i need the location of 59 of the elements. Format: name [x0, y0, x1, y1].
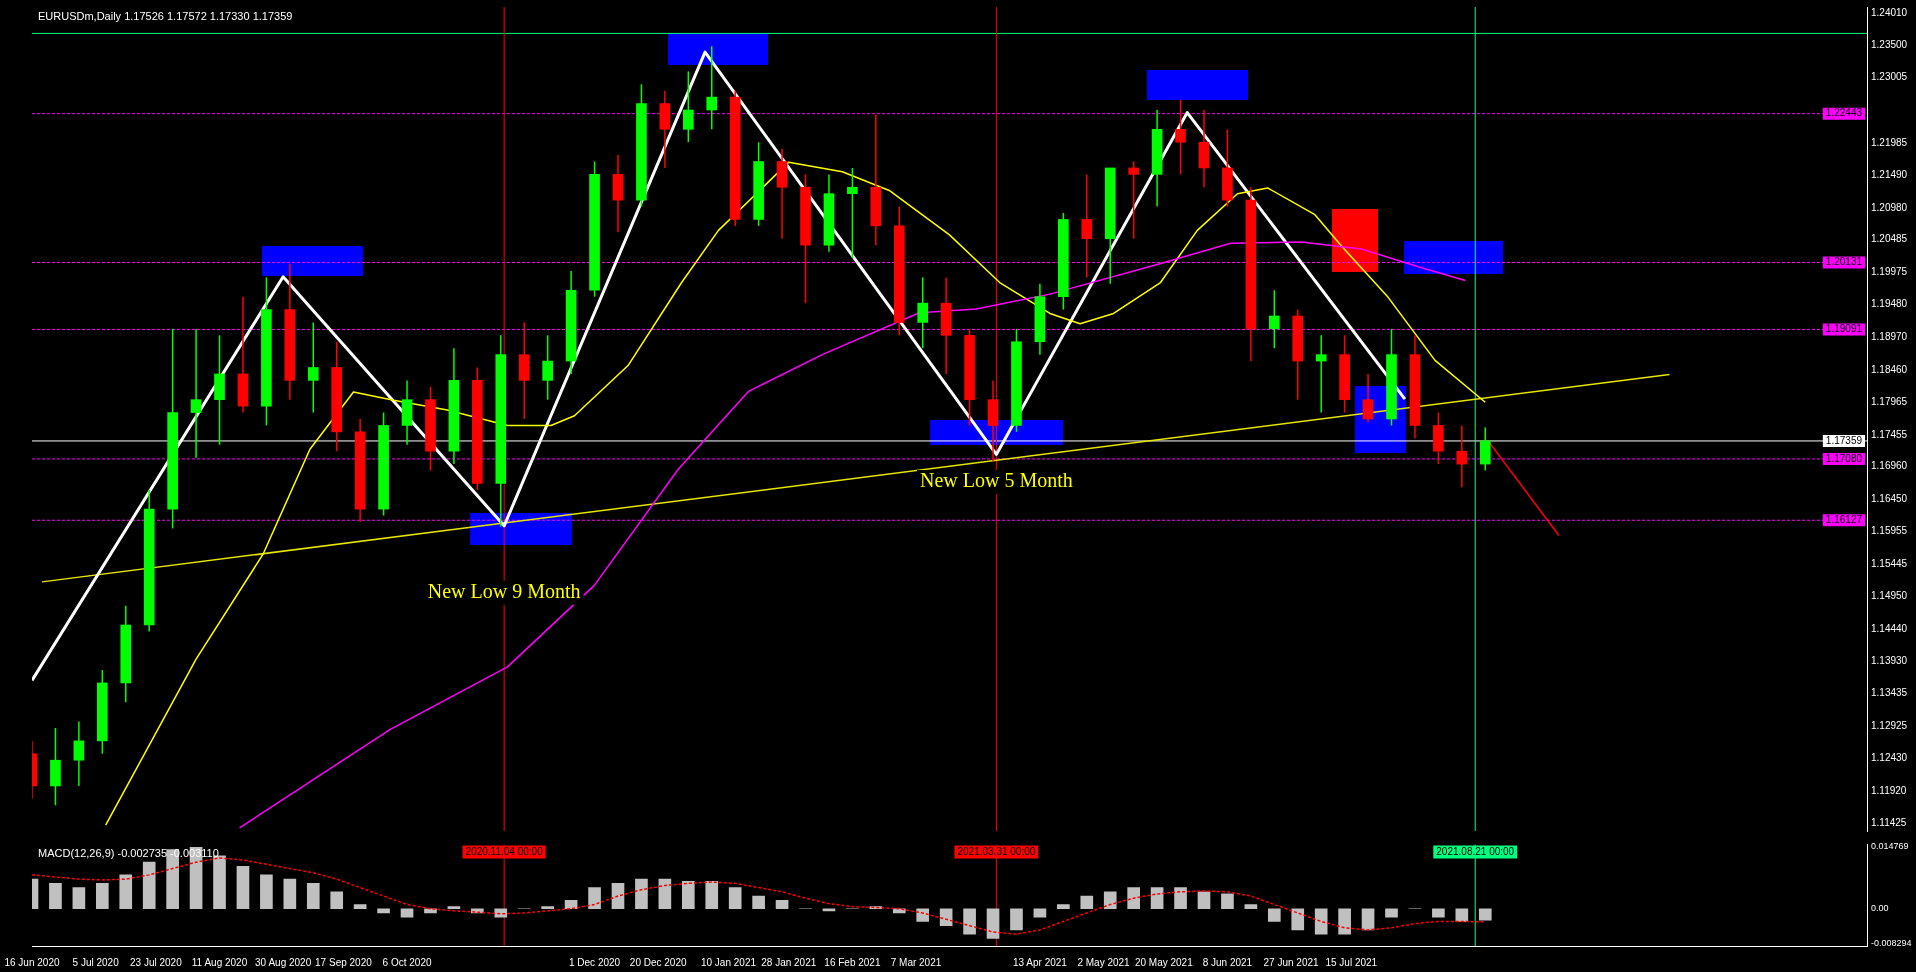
x-tick-label: 1 Dec 2020 — [568, 956, 621, 968]
x-tick-label: 16 Jun 2020 — [4, 956, 60, 968]
x-tick-label: 5 Jul 2020 — [72, 956, 120, 968]
y-tick-label: -0.008294 — [1871, 938, 1912, 949]
y-tick-label: 1.15955 — [1871, 525, 1908, 537]
x-tick-label: 11 Aug 2020 — [191, 956, 248, 968]
y-tick-label: 1.20980 — [1871, 201, 1908, 213]
x-tick-label: 16 Feb 2021 — [824, 956, 881, 968]
y-tick-label: 1.19480 — [1871, 298, 1908, 310]
x-tick-label: 8 Jun 2021 — [1202, 956, 1253, 968]
y-tick-label: 0.00 — [1871, 903, 1889, 914]
y-tick-label: 1.23500 — [1871, 39, 1908, 51]
y-tick-label: 1.18970 — [1871, 330, 1908, 342]
x-tick-label: 27 Jun 2021 — [1263, 956, 1320, 968]
x-tick-label: 20 Dec 2020 — [629, 956, 687, 968]
ref-line-label: 1.17359 — [1825, 434, 1863, 446]
x-tick-label: 2 May 2021 — [1077, 956, 1131, 968]
annotation: New Low 9 Month — [427, 580, 581, 603]
y-tick-label: 1.17965 — [1871, 395, 1908, 407]
y-tick-label: 1.16960 — [1871, 460, 1908, 472]
y-tick-label: 1.21490 — [1871, 168, 1908, 180]
x-tick-label: 7 Mar 2021 — [890, 956, 942, 968]
x-tick-label: 28 Jan 2021 — [761, 956, 817, 968]
ref-line-label: 1.16127 — [1825, 514, 1863, 526]
ref-line-label: 2020.11.04 00:00 — [465, 846, 544, 858]
x-tick-label: 20 May 2021 — [1134, 956, 1194, 968]
ref-line-label: 2021.03.31 00:00 — [957, 846, 1036, 858]
x-tick-label: 30 Aug 2020 — [255, 956, 312, 968]
y-tick-label: 1.14440 — [1871, 622, 1908, 634]
x-tick-label: 6 Oct 2020 — [382, 956, 432, 968]
x-tick-label: 13 Apr 2021 — [1012, 956, 1068, 968]
ref-line-label: 1.20131 — [1825, 256, 1863, 268]
y-tick-label: 1.11920 — [1871, 784, 1907, 796]
x-tick-label: 15 Jul 2021 — [1325, 956, 1378, 968]
ref-line-label: 1.17080 — [1825, 452, 1863, 464]
y-tick-label: 1.21985 — [1871, 136, 1908, 148]
y-tick-label: 1.17455 — [1871, 428, 1908, 440]
ref-line-label: 1.19091 — [1825, 323, 1863, 335]
y-tick-label: 0.014769 — [1871, 840, 1909, 851]
y-tick-label: 1.19975 — [1871, 266, 1908, 278]
y-tick-label: 1.11425 — [1871, 816, 1907, 828]
y-tick-label: 1.13435 — [1871, 687, 1908, 699]
y-tick-label: 1.14950 — [1871, 589, 1908, 601]
annotation: New Low 5 Month — [920, 469, 1073, 492]
y-tick-label: 1.13930 — [1871, 655, 1908, 667]
ref-line-label: 1.22443 — [1825, 107, 1863, 119]
y-tick-label: 1.24010 — [1871, 6, 1908, 18]
y-tick-label: 1.12430 — [1871, 752, 1908, 764]
x-tick-label: 17 Sep 2020 — [315, 956, 373, 968]
ref-line-label: 2021.08.21 00:00 — [1436, 846, 1515, 858]
x-tick-label: 23 Jul 2020 — [130, 956, 183, 968]
chart-title: EURUSDm,Daily 1.17526 1.17572 1.17330 1.17359 — [38, 9, 293, 22]
y-tick-label: 1.16450 — [1871, 493, 1908, 505]
x-tick-label: 10 Jan 2021 — [700, 956, 757, 968]
y-tick-label: 1.18460 — [1871, 363, 1908, 375]
y-tick-label: 1.12925 — [1871, 720, 1908, 732]
y-tick-label: 1.23005 — [1871, 71, 1908, 83]
y-tick-label: 1.15445 — [1871, 557, 1908, 569]
y-tick-label: 1.20485 — [1871, 233, 1908, 245]
